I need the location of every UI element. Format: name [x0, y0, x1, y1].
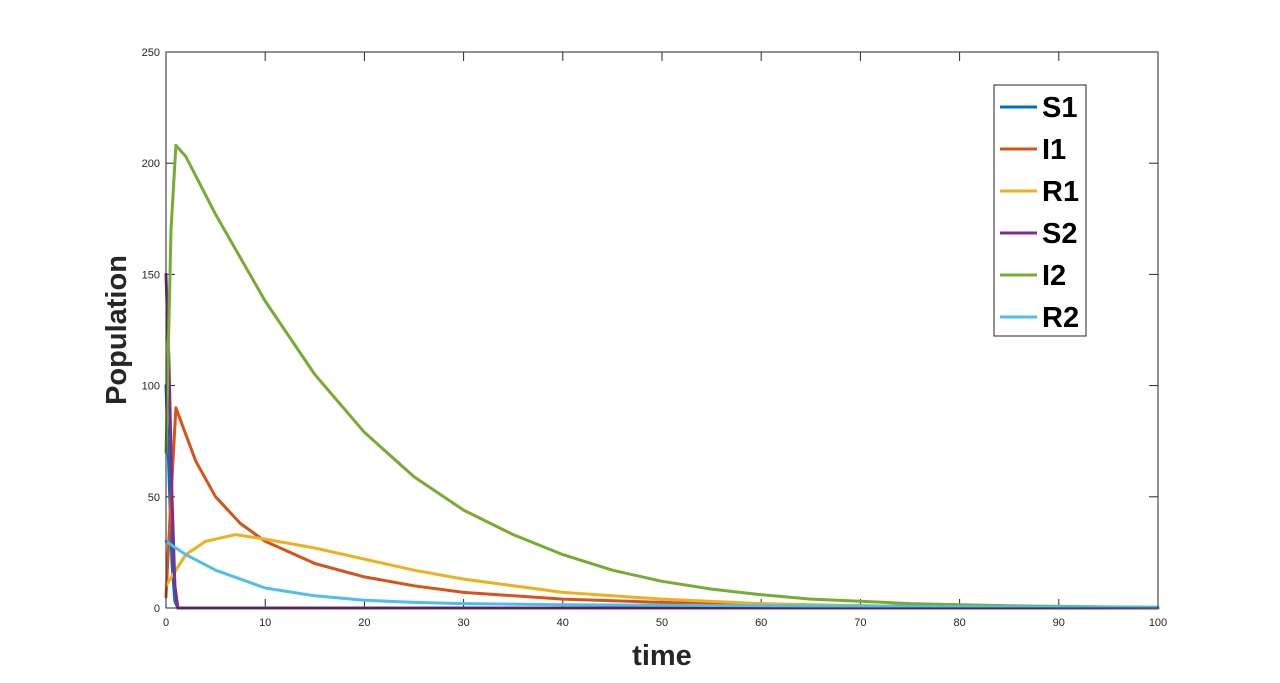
- x-tick-label: 60: [755, 617, 767, 629]
- x-tick-label: 30: [457, 617, 469, 629]
- legend-label: S1: [1042, 92, 1077, 124]
- legend-box: [993, 84, 1087, 337]
- y-tick-label: 100: [142, 381, 160, 393]
- legend-label: R1: [1042, 176, 1079, 208]
- x-tick-label: 10: [259, 617, 271, 629]
- y-tick-label: 0: [154, 603, 160, 615]
- x-tick-label: 80: [953, 617, 965, 629]
- legend-label: S2: [1042, 218, 1077, 250]
- legend-item-s2: S2: [1000, 218, 1077, 250]
- axis-ticks: 0 10 20 30 40 50 60 70 80 90 100 0 50 100 150 200 250: [142, 47, 1168, 629]
- y-axis-title: Population: [101, 255, 133, 405]
- legend-label: I1: [1042, 134, 1066, 166]
- y-tick-label: 200: [142, 158, 160, 170]
- legend-label: R2: [1042, 302, 1079, 334]
- y-tick-label: 50: [148, 492, 160, 504]
- x-tick-label: 40: [557, 617, 569, 629]
- legend-item-i1: I1: [1000, 134, 1066, 166]
- legend-label: I2: [1042, 260, 1066, 292]
- legend-item-s1: S1: [1000, 92, 1077, 124]
- legend-item-r2: R2: [1000, 302, 1079, 334]
- y-tick-label: 150: [142, 269, 160, 281]
- x-tick-label: 0: [163, 617, 169, 629]
- x-tick-label: 50: [656, 617, 668, 629]
- plot-area-frame: [165, 51, 1159, 609]
- series-line-r2: [164, 539, 1160, 609]
- series-line-i2: [164, 143, 1160, 609]
- legend-item-i2: I2: [1000, 260, 1066, 292]
- x-axis-title: time: [632, 640, 692, 672]
- x-tick-label: 90: [1053, 617, 1065, 629]
- x-tick-label: 100: [1149, 617, 1167, 629]
- legend: S1 I1 R1 S2 I2 R2: [993, 84, 1087, 337]
- legend-item-r1: R1: [1000, 176, 1079, 208]
- x-tick-label: 20: [358, 617, 370, 629]
- y-tick-label: 250: [142, 47, 160, 59]
- x-tick-label: 70: [854, 617, 866, 629]
